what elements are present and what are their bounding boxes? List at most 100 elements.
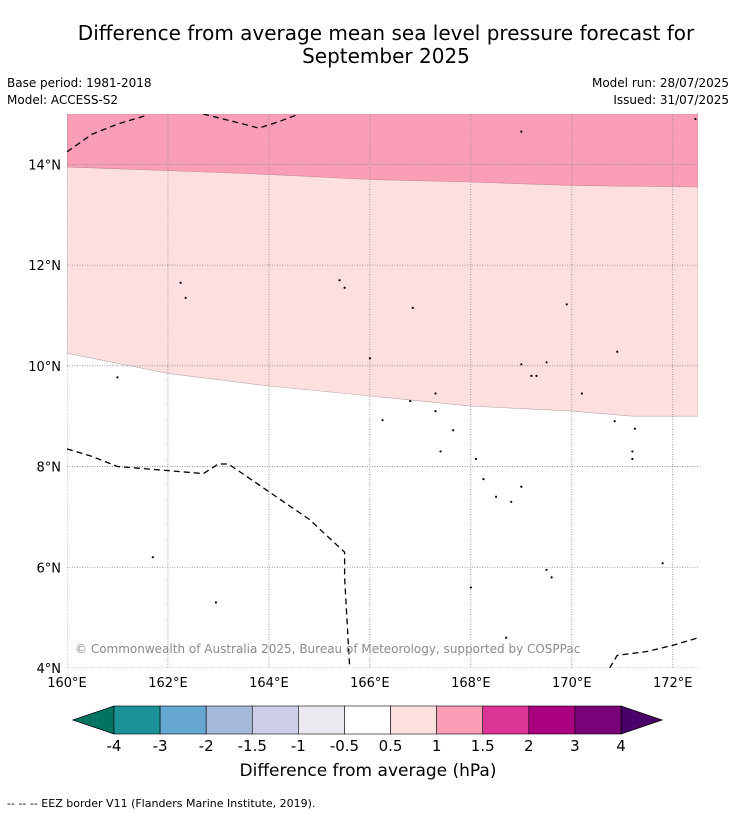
- colorbar-swatch: [159, 705, 207, 735]
- island-mark: [343, 286, 346, 289]
- colorbar-tick-label: -1.5: [238, 737, 267, 755]
- island-mark: [482, 478, 485, 481]
- island-mark: [368, 357, 371, 360]
- island-mark: [520, 485, 523, 488]
- colorbar-swatch: [482, 705, 530, 735]
- longitude-label: 166°E: [350, 676, 390, 691]
- colorbar-tick-label: 1.5: [471, 737, 495, 755]
- meta-right: Model run: 28/07/2025 Issued: 31/07/2025: [592, 76, 729, 110]
- model-run: Model run: 28/07/2025: [591, 76, 729, 90]
- base-period: Base period: 1981-2018: [7, 76, 152, 90]
- island-mark: [179, 281, 182, 284]
- eez-border-line: [67, 114, 148, 153]
- island-mark: [434, 392, 437, 395]
- island-mark: [411, 306, 414, 309]
- island-mark: [452, 429, 455, 432]
- island-mark: [545, 568, 548, 571]
- island-mark: [214, 601, 218, 604]
- longitude-labels: 160°E 162°E 164°E 166°E 168°E 170°E 172°E: [47, 676, 692, 691]
- eez-border-line: [67, 448, 351, 668]
- colorbar-swatch: [436, 705, 484, 735]
- colorbar-over-arrow: [620, 705, 664, 735]
- island-mark: [550, 576, 553, 579]
- graticule: [67, 114, 698, 668]
- issued-date: Issued: 31/07/2025: [613, 93, 729, 107]
- latitude-labels: 4°N 6°N 8°N 10°N 12°N 14°N: [28, 158, 61, 677]
- island-mark: [694, 117, 697, 121]
- island-mark: [434, 410, 437, 413]
- island-mark: [381, 419, 384, 422]
- colorbar-tick-label: -1: [291, 737, 306, 755]
- island-mark: [631, 457, 634, 461]
- latitude-label: 12°N: [28, 259, 61, 274]
- footer-legend: -- -- -- EEZ border V11 (Flanders Marine…: [7, 797, 316, 810]
- island-mark: [151, 556, 154, 559]
- colorbar-under-arrow: [71, 705, 115, 735]
- colorbar-tick-label: -0.5: [330, 737, 359, 755]
- longitude-label: 164°E: [249, 676, 289, 691]
- latitude-label: 4°N: [37, 662, 62, 677]
- meta-left: Base period: 1981-2018 Model: ACCESS-S2: [7, 76, 152, 110]
- island-mark: [631, 450, 634, 453]
- eez-border-line: [203, 114, 300, 129]
- island-mark: [505, 636, 508, 639]
- title-line-2: September 2025: [302, 44, 470, 68]
- colorbar-swatch: [113, 705, 161, 735]
- longitude-label: 168°E: [451, 676, 491, 691]
- title-line-1: Difference from average mean sea level p…: [77, 21, 695, 45]
- island-mark: [661, 562, 664, 565]
- colorbar-swatch: [390, 705, 437, 735]
- colorbar-tick-label: 1: [432, 737, 442, 755]
- copyright-text: © Commonwealth of Australia 2025, Bureau…: [75, 642, 580, 656]
- colorbar: -4 -3 -2 -1.5 -1 -0.5 0.5 1 1.5 2 3 4: [71, 705, 664, 755]
- island-mark: [494, 495, 498, 498]
- island-mark: [510, 500, 513, 503]
- colorbar-swatch: [298, 705, 345, 735]
- colorbar-swatch: [251, 705, 299, 735]
- island-mark: [409, 399, 412, 403]
- island-mark: [530, 374, 533, 377]
- island-mark: [469, 586, 472, 589]
- islands: [116, 117, 697, 639]
- colorbar-title: Difference from average (hPa): [239, 761, 497, 781]
- model-name: Model: ACCESS-S2: [7, 93, 119, 107]
- colorbar-swatch: [574, 705, 622, 735]
- colorbar-tick-label: 2: [524, 737, 534, 755]
- island-mark: [535, 374, 538, 377]
- longitude-label: 162°E: [148, 676, 188, 691]
- island-mark: [520, 363, 523, 366]
- colorbar-tick-label: 3: [570, 737, 580, 755]
- latitude-label: 6°N: [37, 561, 62, 576]
- eez-border-line: [609, 637, 698, 668]
- colorbar-swatch: [344, 705, 391, 735]
- longitude-label: 170°E: [552, 676, 592, 691]
- map-layers: [67, 114, 698, 668]
- colorbar-tick-label: -3: [153, 737, 168, 755]
- latitude-label: 14°N: [28, 158, 61, 173]
- island-mark: [616, 350, 619, 353]
- island-mark: [439, 450, 442, 453]
- island-mark: [338, 279, 341, 282]
- island-mark: [580, 392, 583, 395]
- latitude-label: 8°N: [37, 461, 62, 476]
- longitude-label: 172°E: [653, 676, 693, 691]
- colorbar-swatch: [205, 705, 253, 735]
- island-mark: [184, 296, 187, 299]
- latitude-label: 10°N: [28, 360, 61, 375]
- colorbar-tick-label: -4: [107, 737, 122, 755]
- longitude-label: 160°E: [47, 676, 87, 691]
- colorbar-swatch: [528, 705, 576, 735]
- island-mark: [545, 361, 548, 364]
- chart-title: Difference from average mean sea level p…: [0, 22, 736, 68]
- eez-borders: [67, 114, 698, 668]
- island-mark: [520, 130, 523, 133]
- island-mark: [474, 457, 477, 461]
- colorbar-tick-label: 0.5: [379, 737, 403, 755]
- colorbar-tick-label: 4: [616, 737, 626, 755]
- island-mark: [613, 420, 616, 423]
- colorbar-tick-label: -2: [199, 737, 214, 755]
- island-mark: [633, 427, 637, 430]
- island-mark: [565, 303, 568, 306]
- island-mark: [116, 376, 119, 379]
